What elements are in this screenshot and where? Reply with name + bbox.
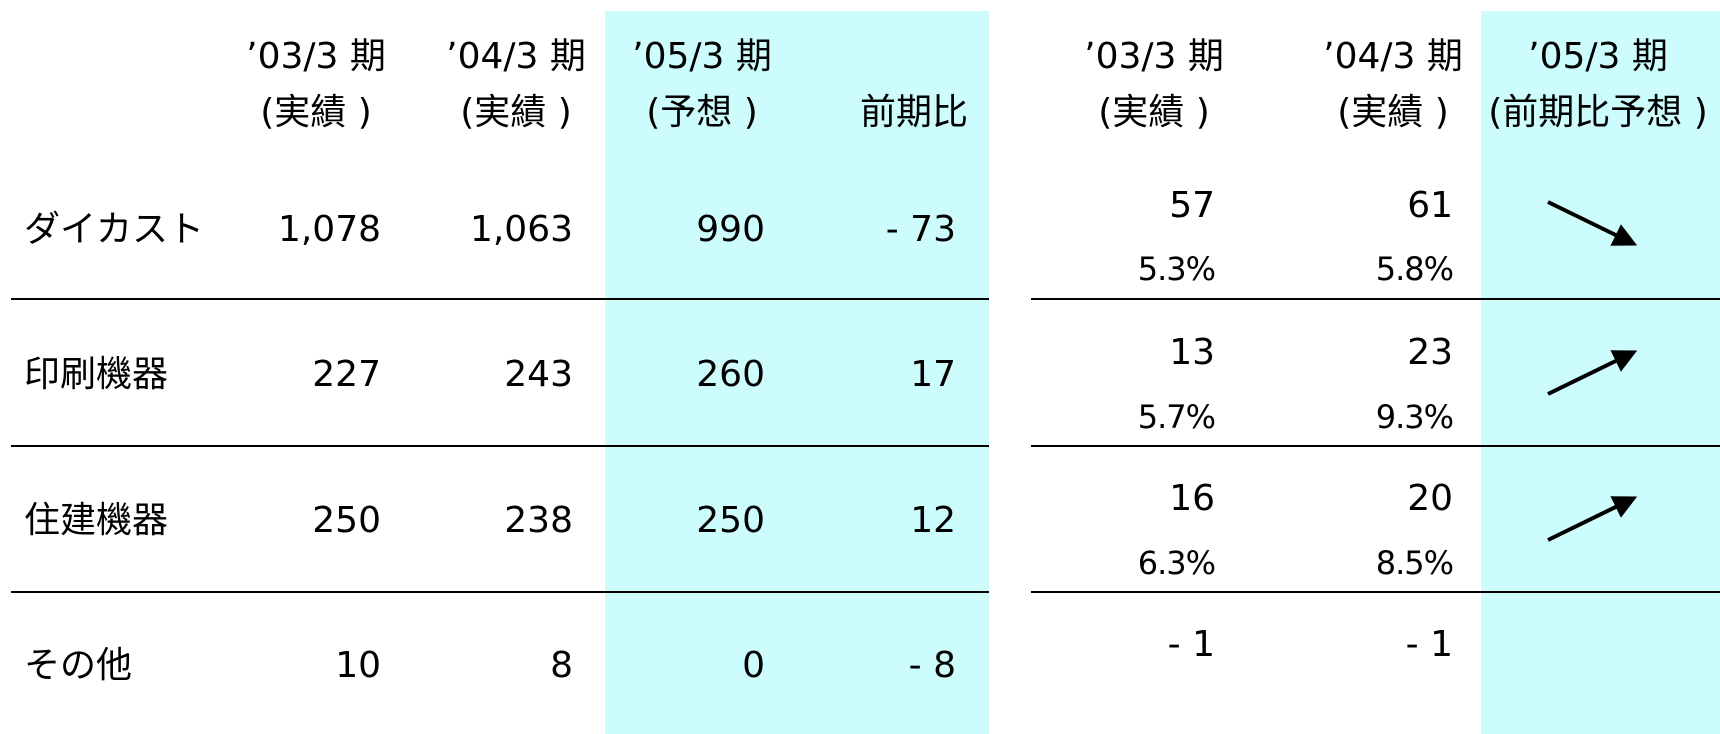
cell-ratio: 6.3%: [1137, 544, 1216, 582]
row-label: ダイカスト: [24, 209, 205, 250]
cell-value: 10: [335, 645, 381, 686]
row-rule: [1031, 298, 1720, 300]
cell-ratio: 9.3%: [1375, 398, 1454, 436]
trend-arrow-down: [1547, 200, 1638, 246]
cell-amount: 13: [1169, 332, 1215, 373]
cell-value: 1,063: [469, 209, 573, 250]
row-label: 住建機器: [24, 500, 169, 541]
cell-value: - 73: [885, 209, 956, 250]
row-rule: [1031, 445, 1720, 447]
column-header: ’05/3 期: [632, 36, 772, 77]
column-header: (予想 ): [646, 92, 758, 133]
row-rule: [11, 591, 989, 593]
column-header: 前期比: [859, 92, 969, 133]
cell-value: 238: [504, 500, 573, 541]
cell-amount: 20: [1407, 478, 1453, 519]
trend-arrow-up: [1547, 350, 1638, 396]
column-header: (実績 ): [260, 92, 372, 133]
cell-amount: 16: [1169, 478, 1215, 519]
column-header: ’03/3 期: [1084, 36, 1224, 77]
cell-ratio: 5.7%: [1137, 398, 1216, 436]
column-header: ’05/3 期: [1528, 36, 1668, 77]
column-header: (実績 ): [1337, 92, 1449, 133]
cell-value: 990: [696, 209, 765, 250]
row-label: 印刷機器: [24, 354, 169, 395]
cell-amount: - 1: [1167, 624, 1215, 665]
cell-amount: - 1: [1405, 624, 1453, 665]
cell-value: 1,078: [277, 209, 381, 250]
row-rule: [11, 298, 989, 300]
row-label: その他: [24, 645, 133, 686]
cell-value: 0: [742, 645, 765, 686]
column-header: (実績 ): [1098, 92, 1210, 133]
column-header: ’03/3 期: [246, 36, 386, 77]
column-header: (前期比予想 ): [1488, 92, 1708, 133]
cell-value: 12: [910, 500, 956, 541]
cell-value: 250: [696, 500, 765, 541]
cell-value: 260: [696, 354, 765, 395]
cell-amount: 23: [1407, 332, 1453, 373]
cell-ratio: 8.5%: [1375, 544, 1454, 582]
column-header: ’04/3 期: [1323, 36, 1463, 77]
cell-value: 250: [312, 500, 381, 541]
cell-value: 17: [910, 354, 956, 395]
column-header: (実績 ): [460, 92, 572, 133]
trend-arrow-up: [1547, 496, 1638, 542]
cell-value: 8: [550, 645, 573, 686]
row-rule: [11, 445, 989, 447]
cell-ratio: 5.3%: [1137, 250, 1216, 288]
column-header: ’04/3 期: [446, 36, 586, 77]
cell-value: - 8: [908, 645, 956, 686]
highlight-column: [605, 11, 989, 734]
cell-value: 227: [312, 354, 381, 395]
cell-value: 243: [504, 354, 573, 395]
cell-ratio: 5.8%: [1375, 250, 1454, 288]
highlight-column: [1481, 11, 1720, 734]
row-rule: [1031, 591, 1720, 593]
cell-amount: 57: [1169, 185, 1215, 226]
cell-amount: 61: [1407, 185, 1453, 226]
